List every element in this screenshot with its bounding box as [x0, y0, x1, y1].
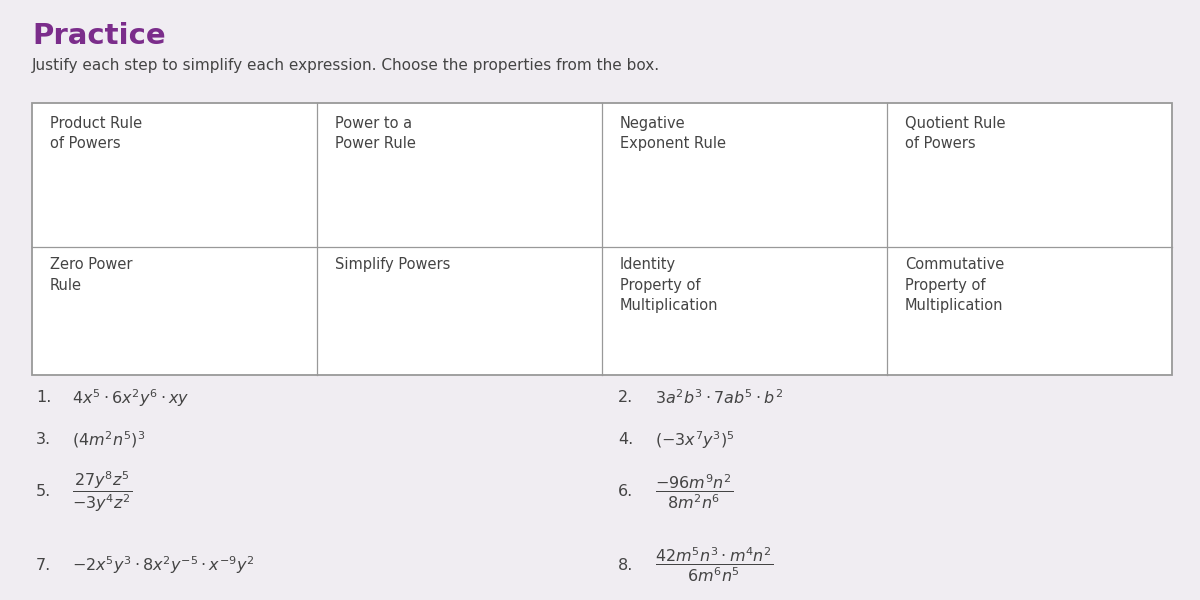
Text: $\dfrac{42m^5n^3 \cdot m^4n^2}{6m^6n^5}$: $\dfrac{42m^5n^3 \cdot m^4n^2}{6m^6n^5}$: [655, 546, 773, 584]
Text: $\dfrac{27y^8z^5}{-3y^4z^2}$: $\dfrac{27y^8z^5}{-3y^4z^2}$: [72, 470, 132, 514]
Text: 5.: 5.: [36, 485, 52, 499]
Text: Justify each step to simplify each expression. Choose the properties from the bo: Justify each step to simplify each expre…: [32, 58, 660, 73]
Text: Product Rule
of Powers: Product Rule of Powers: [50, 116, 142, 151]
Text: $(-3x^7y^3)^5$: $(-3x^7y^3)^5$: [655, 429, 734, 451]
Text: $-2x^5y^3 \cdot 8x^2y^{-5} \cdot x^{-9}y^2$: $-2x^5y^3 \cdot 8x^2y^{-5} \cdot x^{-9}y…: [72, 554, 254, 576]
Text: 4.: 4.: [618, 433, 634, 448]
Text: Zero Power
Rule: Zero Power Rule: [50, 257, 132, 293]
Text: $3a^2b^3 \cdot 7ab^5 \cdot b^2$: $3a^2b^3 \cdot 7ab^5 \cdot b^2$: [655, 389, 782, 407]
Text: $\dfrac{-96m^9n^2}{8m^2n^6}$: $\dfrac{-96m^9n^2}{8m^2n^6}$: [655, 473, 733, 511]
Text: 3.: 3.: [36, 433, 52, 448]
Text: 2.: 2.: [618, 391, 634, 406]
Text: 6.: 6.: [618, 485, 634, 499]
Text: Identity
Property of
Multiplication: Identity Property of Multiplication: [620, 257, 719, 313]
Text: Commutative
Property of
Multiplication: Commutative Property of Multiplication: [905, 257, 1004, 313]
Text: 8.: 8.: [618, 557, 634, 572]
Text: Quotient Rule
of Powers: Quotient Rule of Powers: [905, 116, 1006, 151]
Text: Practice: Practice: [32, 22, 166, 50]
Text: Negative
Exponent Rule: Negative Exponent Rule: [620, 116, 726, 151]
Text: 1.: 1.: [36, 391, 52, 406]
Text: $(4m^2n^5)^3$: $(4m^2n^5)^3$: [72, 430, 145, 451]
Text: Power to a
Power Rule: Power to a Power Rule: [335, 116, 416, 151]
Text: $4x^5 \cdot 6x^2y^6 \cdot xy$: $4x^5 \cdot 6x^2y^6 \cdot xy$: [72, 387, 190, 409]
FancyBboxPatch shape: [32, 103, 1172, 375]
Text: 7.: 7.: [36, 557, 52, 572]
Text: Simplify Powers: Simplify Powers: [335, 257, 450, 272]
